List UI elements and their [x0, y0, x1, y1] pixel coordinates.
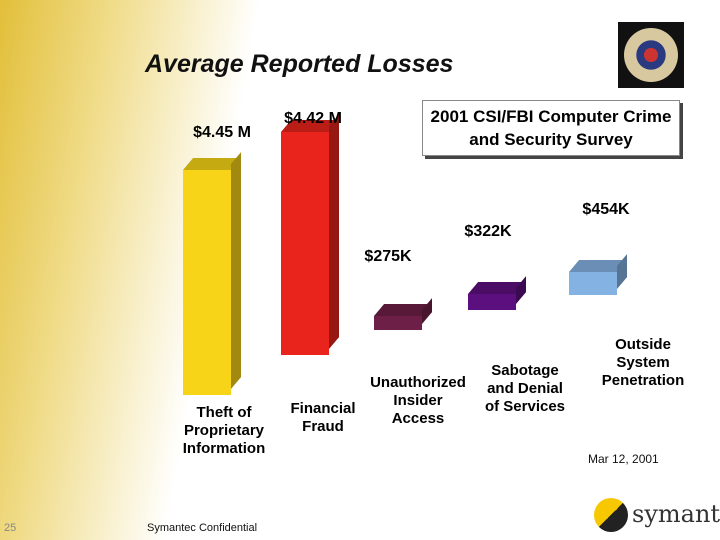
bar: [281, 113, 340, 355]
title: Average Reported Losses: [145, 50, 454, 78]
bar-side: [516, 275, 526, 304]
category-label: Financial Fraud: [290, 400, 356, 435]
value-label: $4.42 M: [284, 110, 342, 127]
bar-side: [231, 152, 241, 389]
date: Mar 12, 2001: [588, 452, 659, 466]
value-label: $275K: [364, 248, 412, 265]
bar: [183, 152, 242, 395]
logo-mark: [594, 498, 628, 532]
bar-side: [422, 298, 432, 324]
logo: symantec.: [632, 500, 720, 528]
bar: [468, 275, 527, 310]
subtitle: 2001 CSI/FBI Computer Crime and Security…: [422, 100, 680, 156]
category-label: Outside System Penetration: [601, 336, 685, 389]
bar: [374, 298, 433, 330]
category-label: Sabotage and Denial of Services: [484, 362, 566, 415]
category-label: Unauthorized Insider Access: [370, 374, 466, 427]
bar: [569, 254, 628, 295]
bar-side: [329, 113, 339, 349]
slide-number: 25: [4, 522, 17, 534]
fbi-seal: [618, 22, 684, 88]
category-label: Theft of Proprietary Information: [182, 404, 266, 457]
value-label: $454K: [582, 201, 630, 218]
confidential: Symantec Confidential: [147, 522, 258, 534]
value-label: $322K: [464, 223, 512, 240]
value-label: $4.45 M: [193, 124, 251, 141]
